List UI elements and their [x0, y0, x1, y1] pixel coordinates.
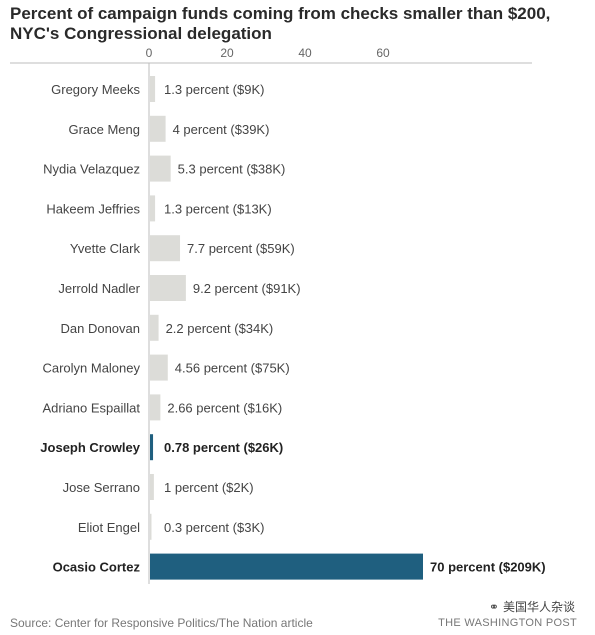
watermark: ⚭ 美国华人杂谈: [489, 598, 575, 615]
category-label: Grace Meng: [68, 122, 140, 137]
data-label: 9.2 percent ($91K): [193, 281, 301, 296]
source-note: Source: Center for Responsive Politics/T…: [10, 616, 313, 630]
bar: [150, 76, 156, 102]
x-tick-label: 0: [146, 46, 153, 60]
data-label: 1.3 percent ($9K): [164, 82, 264, 97]
category-label: Jose Serrano: [63, 480, 140, 495]
bar: [150, 553, 423, 580]
category-label: Hakeem Jeffries: [46, 201, 140, 216]
bar: [150, 155, 171, 182]
category-label: Yvette Clark: [70, 241, 141, 256]
data-label: 7.7 percent ($59K): [187, 241, 295, 256]
bar: [150, 513, 152, 540]
data-label: 4 percent ($39K): [173, 122, 270, 137]
x-tick-label: 60: [376, 46, 390, 60]
data-label: 2.66 percent ($16K): [167, 400, 282, 415]
data-label: 1 percent ($2K): [164, 480, 254, 495]
bar: [150, 354, 168, 381]
bar: [150, 314, 159, 341]
data-label: 5.3 percent ($38K): [178, 162, 286, 177]
data-label: 2.2 percent ($34K): [166, 321, 274, 336]
category-label: Nydia Velazquez: [43, 162, 140, 177]
bar: [150, 115, 166, 142]
category-label: Ocasio Cortez: [53, 560, 141, 575]
data-label: 0.78 percent ($26K): [164, 440, 283, 455]
category-label: Adriano Espaillat: [42, 400, 140, 415]
publisher-credit: THE WASHINGTON POST: [438, 617, 577, 629]
category-label: Eliot Engel: [78, 520, 140, 535]
data-label: 0.3 percent ($3K): [164, 520, 264, 535]
x-tick-label: 40: [298, 46, 312, 60]
category-label: Joseph Crowley: [40, 440, 140, 455]
category-label: Jerrold Nadler: [58, 281, 140, 296]
data-label: 1.3 percent ($13K): [164, 201, 272, 216]
bar: [150, 235, 181, 262]
category-label: Gregory Meeks: [51, 82, 140, 97]
watermark-text: 美国华人杂谈: [502, 600, 575, 614]
wechat-icon: ⚭: [488, 599, 499, 614]
bar: [150, 434, 154, 461]
bar: [150, 195, 156, 222]
x-tick-label: 20: [220, 46, 234, 60]
chart-title: Percent of campaign funds coming from ch…: [10, 4, 551, 43]
category-label: Carolyn Maloney: [42, 361, 140, 376]
data-label: 70 percent ($209K): [430, 560, 546, 575]
data-label: 4.56 percent ($75K): [175, 361, 290, 376]
bar: [150, 394, 161, 421]
bar: [150, 474, 154, 500]
category-label: Dan Donovan: [61, 321, 141, 336]
bar: [150, 275, 186, 301]
